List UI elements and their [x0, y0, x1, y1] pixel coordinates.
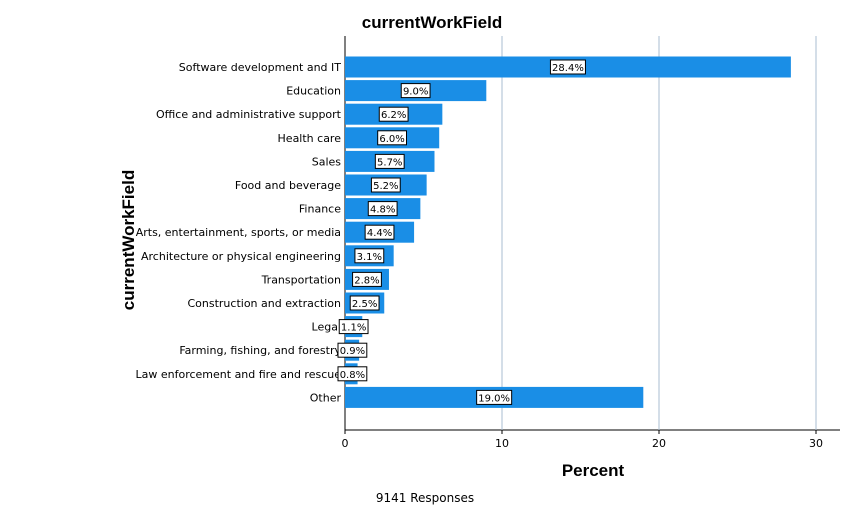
data-label-14: 19.0% — [478, 393, 510, 404]
category-label-10: Construction and extraction — [187, 297, 341, 310]
data-label-box-14 — [476, 389, 513, 405]
chart-title: currentWorkField — [362, 13, 502, 32]
category-label-1: Education — [286, 85, 341, 98]
data-label-6: 4.8% — [370, 205, 395, 216]
data-label-box-3 — [377, 130, 408, 146]
data-label-box-1 — [400, 83, 431, 99]
category-label-9: Transportation — [261, 273, 341, 286]
category-label-0: Software development and IT — [179, 61, 341, 74]
data-label-8: 3.1% — [357, 252, 382, 263]
response-count-note: 9141 Responses — [376, 491, 474, 505]
data-label-box-4 — [374, 153, 405, 169]
category-label-3: Health care — [278, 132, 342, 145]
plot-area: 0 10 20 30 Software development and IT 28.4% E… — [136, 36, 840, 450]
x-tick-label-20: 20 — [652, 437, 666, 450]
category-label-6: Finance — [299, 203, 341, 216]
data-label-1: 9.0% — [403, 87, 428, 98]
data-label-box-6 — [367, 201, 398, 217]
data-label-4: 5.7% — [377, 157, 402, 168]
data-label-box-0 — [549, 59, 586, 75]
category-label-4: Sales — [312, 155, 342, 168]
data-label-3: 6.0% — [379, 134, 404, 145]
data-label-0: 28.4% — [552, 63, 584, 74]
category-label-14: Other — [310, 391, 342, 404]
data-label-9: 2.8% — [354, 275, 379, 286]
data-label-13: 0.8% — [340, 370, 365, 381]
data-label-box-9 — [352, 271, 382, 287]
category-label-11: Legal — [312, 321, 341, 334]
data-label-5: 5.2% — [373, 181, 398, 192]
x-tick-label-10: 10 — [495, 437, 509, 450]
data-label-box-13 — [337, 366, 368, 382]
data-label-box-2 — [378, 106, 409, 122]
category-label-5: Food and beverage — [235, 179, 341, 192]
data-label-box-10 — [349, 295, 380, 311]
data-label-box-12 — [337, 342, 368, 358]
data-label-box-7 — [364, 224, 395, 240]
category-label-8: Architecture or physical engineering — [141, 250, 341, 263]
data-label-11: 1.1% — [341, 323, 366, 334]
category-label-7: Arts, entertainment, sports, or media — [136, 226, 341, 239]
data-label-10: 2.5% — [352, 299, 377, 310]
y-axis-title: currentWorkField — [119, 170, 138, 310]
data-label-box-11 — [338, 319, 369, 335]
x-tick-label-30: 30 — [809, 437, 823, 450]
data-label-2: 6.2% — [381, 110, 406, 121]
data-label-box-8 — [354, 248, 385, 264]
data-label-box-5 — [370, 177, 401, 193]
data-label-12: 0.9% — [340, 346, 365, 357]
x-tick-label-0: 0 — [342, 437, 349, 450]
x-axis-title: Percent — [562, 461, 625, 480]
category-label-2: Office and administrative support — [156, 108, 342, 121]
data-label-7: 4.4% — [367, 228, 392, 239]
category-label-12: Farming, fishing, and forestry — [179, 344, 341, 357]
category-label-13: Law enforcement and fire and rescue — [136, 368, 342, 381]
